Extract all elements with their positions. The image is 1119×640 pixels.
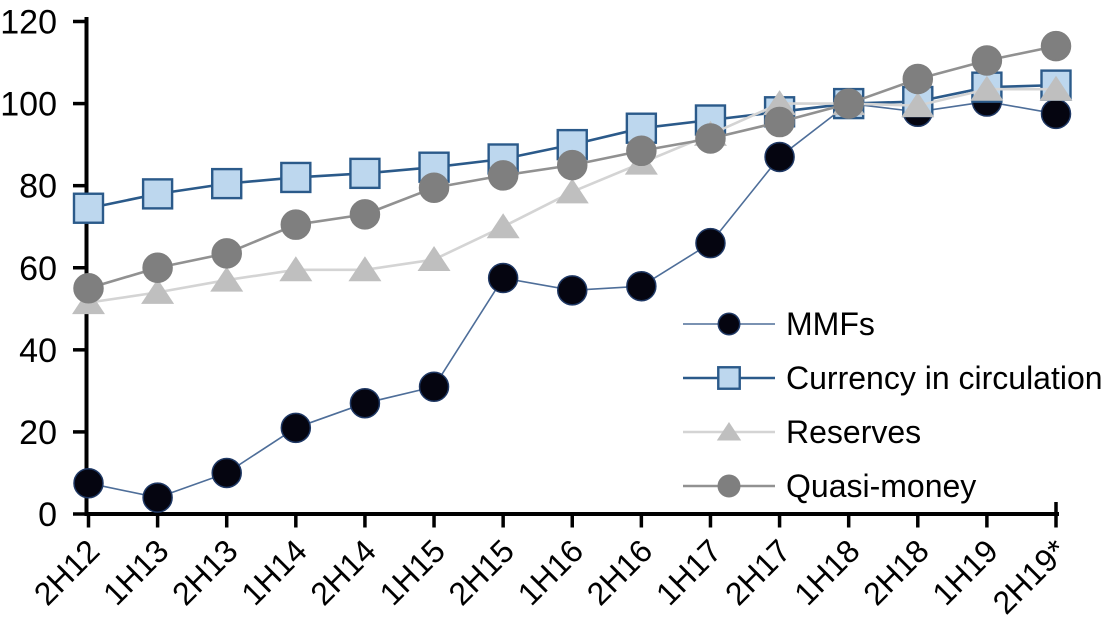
data-point-marker xyxy=(141,178,174,210)
legend-item-reserves: Reserves xyxy=(683,414,921,450)
data-point-marker xyxy=(73,467,104,499)
legend-label: Quasi-money xyxy=(786,468,976,504)
y-tick-label: 80 xyxy=(19,168,57,206)
data-point-marker xyxy=(557,149,588,181)
data-point-marker xyxy=(695,123,726,154)
y-tick-label: 120 xyxy=(0,4,57,42)
data-point-marker xyxy=(487,262,519,294)
data-point-marker xyxy=(486,213,520,239)
x-tick-label: 2H12 xyxy=(27,532,107,612)
data-point-marker xyxy=(72,192,105,224)
data-point-marker xyxy=(833,88,864,119)
data-point-marker xyxy=(971,45,1003,76)
data-point-marker xyxy=(211,457,242,489)
data-point-marker xyxy=(626,270,657,302)
x-tick-label: 1H15 xyxy=(372,532,452,612)
legend-label: MMFs xyxy=(786,306,875,342)
data-point-marker xyxy=(211,238,242,269)
data-point-marker xyxy=(717,312,741,336)
series-quasi-money xyxy=(73,30,1072,304)
data-point-marker xyxy=(417,246,451,272)
data-point-marker xyxy=(487,160,519,191)
x-tick-label: 2H14 xyxy=(303,532,383,612)
data-point-marker xyxy=(142,252,173,283)
legend-label: Reserves xyxy=(786,414,921,450)
data-point-marker xyxy=(280,412,312,444)
y-tick-label: 40 xyxy=(19,332,57,370)
data-point-marker xyxy=(280,161,312,194)
data-point-marker xyxy=(1040,30,1072,62)
data-point-marker xyxy=(1040,98,1072,130)
data-point-marker xyxy=(695,227,726,259)
data-point-marker xyxy=(1039,75,1073,101)
x-tick-label: 2H13 xyxy=(165,532,245,612)
data-point-marker xyxy=(555,178,589,204)
legend-item-mmfs: MMFs xyxy=(683,306,875,342)
legend: MMFs Currency in circulation Reserves Quasi… xyxy=(683,306,1103,504)
data-point-marker xyxy=(763,90,797,116)
data-point-marker xyxy=(717,474,741,498)
legend-label: Currency in circulation xyxy=(786,360,1103,396)
x-tick-label: 1H14 xyxy=(234,532,314,612)
data-point-marker xyxy=(901,92,935,118)
x-tick-label: 2H15 xyxy=(442,532,522,612)
data-point-marker xyxy=(349,199,381,230)
data-point-marker xyxy=(349,387,381,419)
y-tick-label: 100 xyxy=(0,86,57,124)
x-tick-label: 1H16 xyxy=(511,532,591,612)
x-tick-label: 1H18 xyxy=(787,532,867,612)
data-point-marker xyxy=(141,278,175,304)
data-point-marker xyxy=(626,135,657,167)
data-point-marker xyxy=(970,75,1004,101)
data-point-marker xyxy=(210,266,244,292)
data-point-marker xyxy=(73,273,104,304)
data-point-marker xyxy=(418,172,450,203)
data-point-marker xyxy=(280,209,312,240)
x-tick-label: 1H13 xyxy=(96,532,176,612)
data-point-marker xyxy=(142,482,173,513)
x-tick-label: 2H19* xyxy=(986,532,1074,620)
y-tick-label: 0 xyxy=(38,496,57,534)
legend-item-currency-in-circulation: Currency in circulation xyxy=(683,360,1103,396)
data-point-marker xyxy=(348,256,382,282)
data-point-marker xyxy=(764,141,795,173)
data-point-marker xyxy=(716,422,742,441)
data-point-marker xyxy=(717,366,741,390)
x-tick-label: 2H17 xyxy=(718,532,798,612)
data-point-marker xyxy=(418,371,450,403)
data-point-marker xyxy=(211,167,243,200)
x-tick-label: 2H16 xyxy=(580,532,660,612)
data-point-marker xyxy=(557,275,588,306)
legend-item-quasi-money: Quasi-money xyxy=(683,468,976,504)
x-tick-label: 2H18 xyxy=(856,532,936,612)
data-point-marker xyxy=(349,157,381,190)
data-point-marker xyxy=(279,256,313,282)
x-tick-label: 1H17 xyxy=(649,532,729,612)
data-point-marker xyxy=(902,63,934,95)
y-tick-label: 60 xyxy=(19,250,57,288)
y-tick-label: 20 xyxy=(19,414,57,452)
data-point-marker xyxy=(764,106,795,138)
